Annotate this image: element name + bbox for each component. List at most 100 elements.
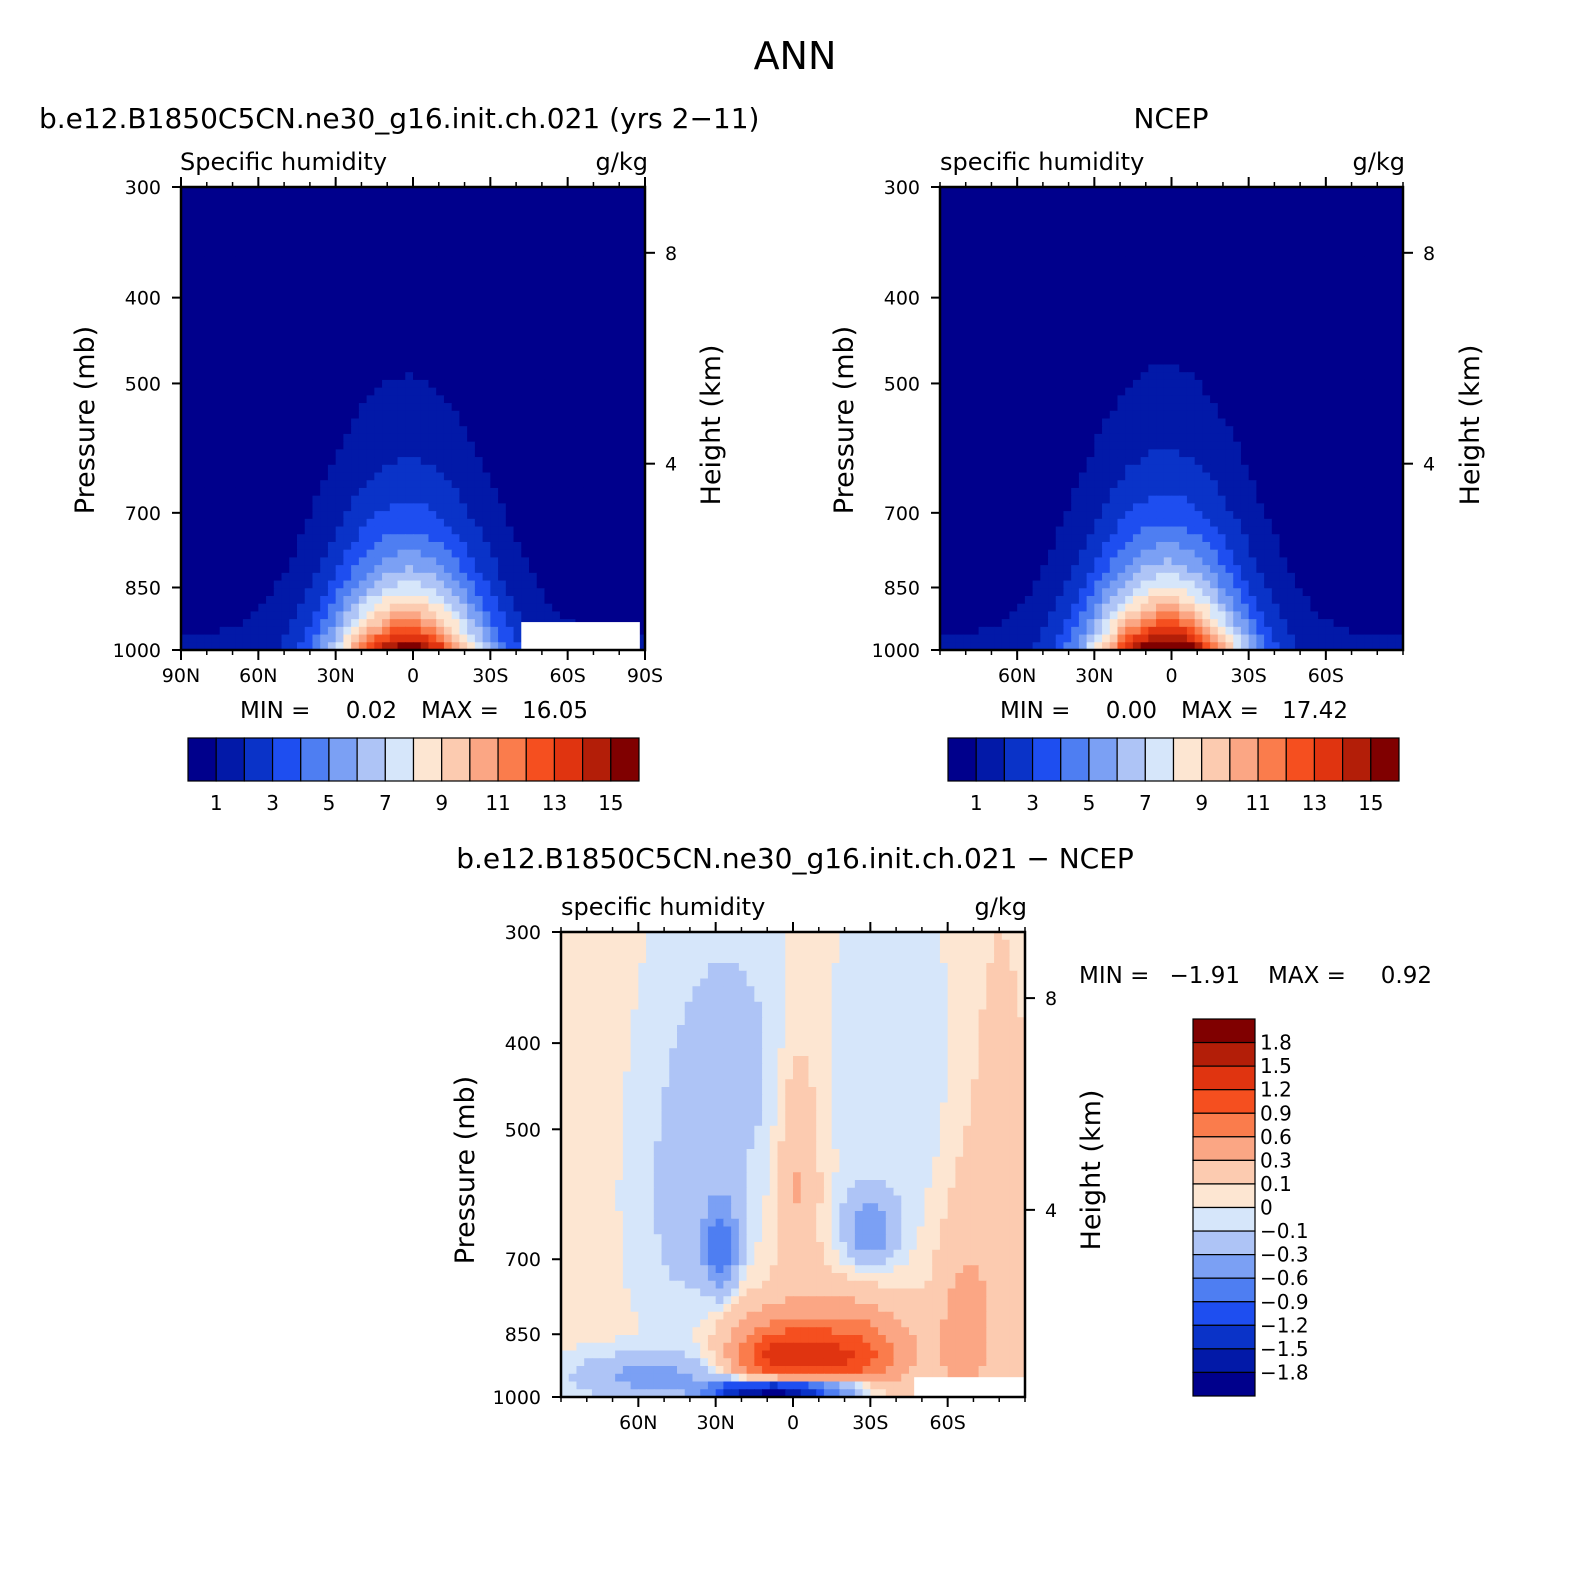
panel-model-cell: [312, 302, 321, 312]
panel-model-cell: [521, 210, 530, 219]
panel-obs-cell: [1001, 187, 1011, 196]
panel-model-cell: [242, 426, 252, 435]
panel-model-cell: [397, 464, 406, 474]
panel-model-cell: [583, 480, 592, 489]
panel-model-cell: [335, 295, 344, 304]
panel-model-cell: [544, 464, 553, 474]
panel-model-cell: [459, 588, 468, 597]
panel-model-cell: [637, 248, 645, 258]
panel-obs-cell: [1017, 349, 1026, 358]
panel-model-cell: [575, 187, 584, 196]
panel-model-cell: [490, 549, 499, 558]
panel-model-cell: [575, 410, 584, 420]
panel-obs-cell: [1318, 295, 1327, 304]
panel-model-cell: [289, 187, 298, 196]
panel-model-cell: [235, 549, 244, 558]
panel-model-cell: [181, 449, 190, 458]
panel-model-cell: [188, 526, 198, 535]
panel-model-cell: [598, 279, 607, 288]
panel-model-cell: [297, 271, 306, 281]
panel-obs-cell: [1271, 248, 1281, 258]
panel-model-cell: [606, 449, 615, 458]
panel-obs-cell: [1017, 233, 1026, 242]
panel-obs-cell: [1210, 318, 1219, 327]
panel-obs-cell: [978, 279, 987, 288]
panel-model-cell: [467, 549, 476, 558]
panel-model-cell: [219, 379, 228, 389]
panel-model-cell: [474, 295, 484, 304]
panel-model-cell: [188, 487, 198, 497]
panel-model-cell: [211, 526, 221, 535]
panel-model-cell: [467, 565, 476, 574]
panel-model-cell: [273, 287, 283, 296]
panel-model-cell: [196, 341, 205, 350]
panel-model-cell: [490, 187, 499, 196]
panel-model-cell: [312, 565, 321, 574]
panel-obs-cell: [970, 233, 980, 242]
panel-model-cell: [505, 379, 515, 389]
panel-model-cell: [583, 487, 592, 497]
panel-obs-cell: [1372, 271, 1381, 281]
panel-obs-cell: [1395, 325, 1403, 335]
panel-model-cell: [382, 395, 391, 404]
panel-obs-cell: [1279, 333, 1288, 342]
panel-model-cell: [559, 487, 569, 497]
panel-model-cell: [637, 487, 645, 497]
panel-model-cell: [242, 634, 252, 643]
panel-model-cell: [521, 349, 530, 358]
panel-obs-cell: [1086, 287, 1095, 296]
panel-obs-cell: [1387, 295, 1396, 304]
panel-model-cell: [211, 264, 221, 273]
panel-obs-cell: [1333, 194, 1342, 204]
panel-model-cell: [567, 549, 576, 558]
panel-model-cell: [227, 217, 236, 227]
panel-model-cell: [467, 356, 476, 366]
panel-model-cell: [320, 403, 329, 412]
panel-obs-cell: [1009, 302, 1018, 312]
panel-model-cell: [598, 295, 607, 304]
panel-model-cell: [490, 580, 499, 589]
panel-model-cell: [351, 364, 360, 373]
panel-model-cell: [436, 588, 445, 597]
panel-model-cell: [459, 210, 468, 219]
panel-model-cell: [451, 441, 460, 450]
panel-model-cell: [559, 187, 569, 196]
panel-model-cell: [451, 302, 460, 312]
panel-obs-cell: [1356, 279, 1366, 288]
panel-model-xtick-label: 90S: [627, 665, 663, 687]
panel-model-cell: [614, 503, 623, 512]
panel-model-cell: [536, 580, 546, 589]
panel-model-cell: [397, 626, 406, 636]
panel-obs-cell: [1109, 194, 1119, 204]
panel-obs-cell: [1341, 187, 1350, 196]
panel-obs-cell: [994, 241, 1003, 250]
panel-model-cell: [405, 217, 414, 227]
panel-model-cell: [358, 372, 368, 381]
panel-model-cell: [211, 642, 221, 650]
panel-model-cell: [567, 511, 576, 520]
panel-model-cell: [590, 511, 600, 520]
panel-obs-cell: [1325, 256, 1335, 265]
panel-obs-cell: [1271, 187, 1281, 196]
panel-model-cell: [637, 372, 645, 381]
panel-obs-cell: [1032, 310, 1041, 319]
panel-model-cell: [590, 441, 600, 450]
panel-obs-cell: [947, 210, 957, 219]
panel-model-cell: [529, 248, 538, 258]
panel-model-cell: [242, 495, 252, 504]
panel-model-cell: [366, 549, 375, 558]
panel-model-cell: [382, 534, 391, 543]
panel-model-colorbar-label: 9: [435, 791, 448, 815]
panel-model-cell: [420, 472, 430, 481]
panel-model-cell: [219, 541, 228, 551]
panel-model-cell: [382, 379, 391, 389]
panel-model-cell: [258, 619, 267, 628]
panel-obs-cell: [1364, 210, 1373, 219]
panel-obs-cell: [1186, 256, 1196, 265]
panel-model-cell: [358, 426, 368, 435]
panel-obs-cell: [1179, 325, 1188, 335]
panel-model-colorbar-box: [356, 737, 386, 782]
panel-obs-cell: [1071, 217, 1080, 227]
panel-model-cell: [389, 464, 399, 474]
panel-obs-cell: [1001, 233, 1011, 242]
